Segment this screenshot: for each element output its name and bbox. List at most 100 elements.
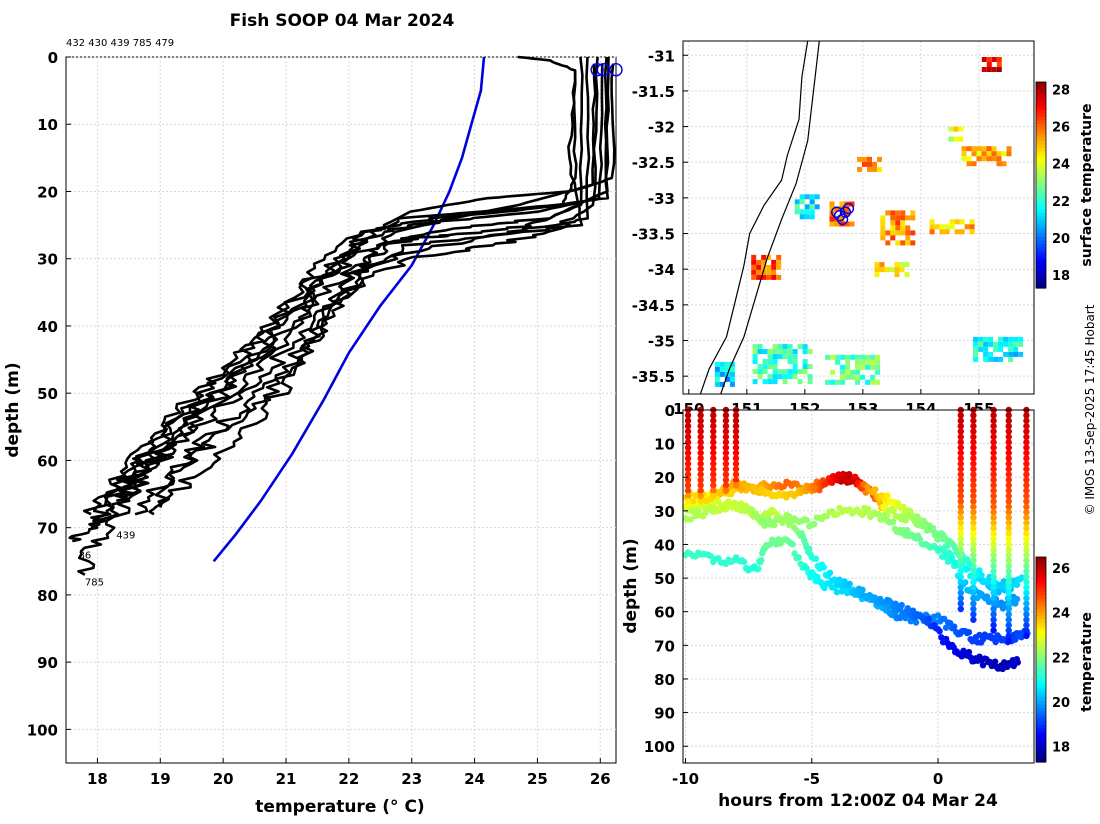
sst-pixel: [865, 354, 871, 360]
sst-pixel: [752, 369, 758, 375]
section-track-dot: [833, 589, 841, 596]
sst-pixel: [1013, 351, 1019, 357]
sst-pixel: [776, 264, 782, 270]
section-profile-dot: [710, 444, 717, 451]
section-profile-dot: [990, 422, 997, 430]
sst-pixel: [752, 379, 758, 385]
sst-pixel: [910, 240, 916, 246]
section-profile-dot: [990, 492, 997, 500]
sst-pixel: [1003, 341, 1009, 347]
sst-pixel: [782, 354, 788, 360]
section-profile-dot: [970, 498, 977, 505]
sst-pixel: [830, 379, 836, 385]
section-profile-dot: [970, 439, 977, 446]
sst-pixel: [804, 209, 810, 215]
sst-pixel: [766, 264, 772, 270]
sst-pixel: [890, 220, 896, 226]
section-profile-dot: [1005, 503, 1012, 511]
section-profile-dot: [1023, 552, 1030, 559]
map-colorbar-step: [1036, 250, 1046, 255]
sst-pixel: [797, 379, 803, 385]
section-profile-dot: [957, 444, 964, 451]
sst-pixel: [799, 209, 805, 215]
profile-y-tick-label: 50: [37, 385, 58, 403]
section-track-dot: [965, 648, 973, 656]
section-profile-dot: [970, 412, 977, 419]
map-chart: 150151152153154155 -31-31.5-32-32.5-33-3…: [632, 40, 1095, 418]
sst-pixel: [719, 366, 725, 372]
section-profile-dot: [722, 460, 730, 467]
section-profile-dot: [684, 433, 692, 441]
section-profile-dot: [1005, 482, 1012, 489]
section-profile-dot: [970, 605, 977, 613]
section-profile-dot: [1023, 509, 1030, 516]
sst-pixel: [855, 364, 861, 370]
sst-pixel: [814, 194, 820, 200]
section-profile-dot: [697, 439, 704, 446]
sst-pixel: [766, 254, 772, 260]
sst-pixel: [910, 210, 916, 216]
section-profile-dot: [710, 455, 717, 462]
section-profile-dot: [1005, 412, 1012, 419]
section-profile-dot: [697, 412, 704, 419]
section-track-dot: [872, 486, 879, 493]
fish-profile-line: [88, 63, 604, 529]
section-profile-dot: [697, 487, 704, 494]
sst-pixel: [757, 344, 763, 350]
map-y-tick-label: -33.5: [632, 226, 675, 244]
sst-pixel: [993, 356, 999, 362]
sst-pixel: [762, 369, 768, 375]
sst-pixel: [767, 379, 773, 385]
section-profile-dot: [710, 492, 717, 500]
surface-markers: [590, 63, 623, 77]
sst-pixel: [870, 379, 876, 385]
section-profile-dot: [970, 535, 977, 543]
section-profile-dot: [1005, 616, 1012, 623]
map-colorbar-step: [1036, 174, 1046, 179]
sst-pixel: [829, 221, 835, 227]
sst-pixel: [875, 379, 881, 385]
map-colorbar-step: [1036, 267, 1046, 272]
section-colorbar-step: [1036, 649, 1046, 654]
sst-pixel: [787, 344, 793, 350]
sst-pixel: [809, 214, 815, 220]
track-marker: [842, 202, 855, 215]
sst-pixel: [762, 359, 768, 365]
section-profile-dot: [990, 573, 997, 580]
sst-pixel: [792, 359, 798, 365]
section-profile-dot: [722, 433, 730, 441]
sst-pixel: [714, 366, 720, 372]
sst-pixel: [772, 364, 778, 370]
section-profile-dot: [970, 460, 977, 467]
map-colorbar-step: [1036, 109, 1046, 114]
map-colorbar-step: [1036, 202, 1046, 207]
map-colorbar-step: [1036, 143, 1046, 148]
section-profile-dot: [990, 530, 997, 537]
sst-pixel: [1006, 151, 1012, 157]
section-profile-dot: [732, 417, 740, 424]
section-profile-dot: [697, 428, 704, 435]
sst-pixel: [1001, 151, 1007, 157]
sst-pixel: [787, 359, 793, 365]
section-track-dot: [925, 616, 933, 623]
section-profile-dot: [684, 498, 692, 505]
section-colorbar-step: [1036, 707, 1046, 712]
sst-pixel: [969, 224, 975, 230]
section-colorbar-step: [1036, 635, 1046, 640]
section-profile-dot: [970, 541, 977, 548]
section-profile-dot: [970, 476, 977, 484]
section-profile-dot: [990, 433, 997, 441]
section-profile-dot: [957, 568, 964, 575]
section-colorbar-step: [1036, 734, 1046, 739]
section-profile-dot: [684, 422, 692, 430]
section-colorbar-step: [1036, 686, 1046, 691]
section-profile-dot: [722, 476, 730, 484]
map-colorbar-step: [1036, 130, 1046, 135]
section-track-dot: [875, 510, 882, 518]
profile-chart: 18 19 20 21 22 23 24 25 26 0 10 20 30 40 50 60 70 80 90 10…: [3, 38, 623, 817]
sst-pixel: [870, 364, 876, 370]
profile-y-tick-label: 80: [37, 587, 58, 605]
sst-pixel: [830, 369, 836, 375]
sst-pixel: [1003, 336, 1009, 342]
section-track-dot: [791, 550, 798, 557]
